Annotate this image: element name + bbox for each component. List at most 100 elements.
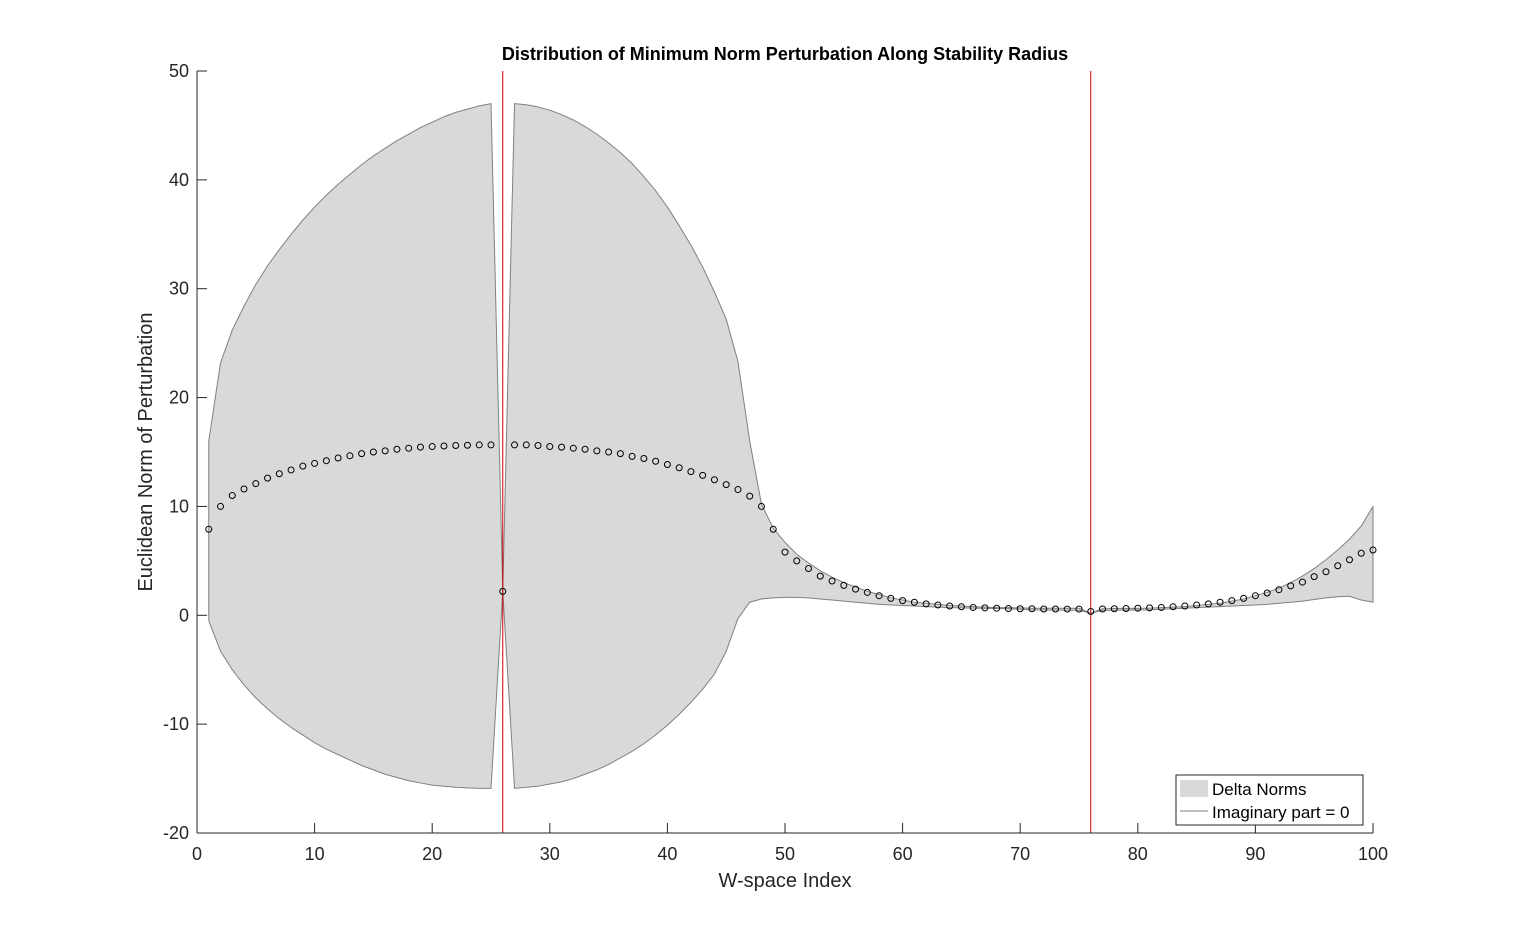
data-point-0-12 (346, 452, 354, 460)
data-point-0-84 (1193, 601, 1201, 609)
y-tick-label-4: 20 (169, 388, 189, 408)
data-point-0-11 (334, 454, 342, 462)
data-point-0-85 (1204, 600, 1212, 608)
data-point-0-77 (1110, 605, 1118, 613)
legend-label-imaginary-part: Imaginary part = 0 (1212, 803, 1350, 822)
data-point-0-81 (1157, 603, 1165, 611)
y-tick-label-6: 40 (169, 170, 189, 190)
data-point-0-97 (1345, 556, 1353, 564)
data-point-0-68 (1004, 605, 1012, 613)
data-point-0-66 (981, 604, 989, 612)
data-point-0-26 (511, 441, 519, 449)
data-point-0-2 (228, 492, 236, 500)
data-point-0-47 (757, 502, 765, 510)
data-point-0-69 (1016, 605, 1024, 613)
data-point-0-17 (405, 444, 413, 452)
data-point-0-76 (1099, 605, 1107, 613)
data-point-0-90 (1263, 589, 1271, 597)
data-point-0-13 (358, 450, 366, 458)
data-point-0-71 (1040, 605, 1048, 613)
data-point-0-24 (487, 441, 495, 449)
data-point-0-20 (440, 442, 448, 450)
data-point-0-41 (687, 468, 695, 476)
data-point-0-46 (746, 492, 754, 500)
data-point-0-18 (416, 443, 424, 451)
data-point-0-83 (1181, 602, 1189, 610)
y-ticks: -20 -10 0 10 20 30 40 50 (163, 61, 207, 843)
data-point-0-88 (1240, 594, 1248, 602)
data-point-0-96 (1334, 562, 1342, 570)
data-point-0-39 (663, 461, 671, 469)
data-point-0-0 (205, 525, 213, 533)
data-point-0-59 (899, 597, 907, 605)
x-tick-label-10: 100 (1358, 844, 1388, 864)
data-point-0-5 (264, 474, 272, 482)
data-point-0-49 (781, 548, 789, 556)
data-point-0-3 (240, 485, 248, 493)
data-point-0-78 (1122, 605, 1130, 613)
data-point-0-23 (475, 441, 483, 449)
data-point-0-48 (769, 525, 777, 533)
data-point-0-6 (275, 470, 283, 478)
y-tick-label-5: 30 (169, 279, 189, 299)
data-point-0-82 (1169, 603, 1177, 611)
data-point-0-87 (1228, 597, 1236, 605)
data-point-0-10 (322, 457, 330, 465)
data-point-0-53 (828, 577, 836, 585)
data-point-0-16 (393, 445, 401, 453)
y-tick-label-7: 50 (169, 61, 189, 81)
data-point-0-64 (957, 603, 965, 611)
y-tick-label-0: -20 (163, 823, 189, 843)
y-tick-label-2: 0 (179, 605, 189, 625)
data-point-0-58 (887, 594, 895, 602)
data-point-0-60 (910, 598, 918, 606)
data-point-0-21 (452, 441, 460, 449)
data-point-0-61 (922, 600, 930, 608)
delta-norm-bands (208, 103, 1374, 789)
data-point-0-29 (546, 443, 554, 451)
data-point-0-67 (993, 604, 1001, 612)
data-point-0-43 (710, 476, 718, 484)
data-point-0-75 (1087, 607, 1095, 615)
data-point-0-73 (1063, 605, 1071, 613)
x-tick-label-7: 70 (1010, 844, 1030, 864)
data-point-0-95 (1322, 568, 1330, 576)
data-point-0-55 (852, 585, 860, 593)
x-axis-label: W-space Index (718, 870, 851, 892)
data-point-0-56 (863, 588, 871, 596)
y-tick-label-3: 10 (169, 496, 189, 516)
data-point-0-30 (558, 443, 566, 451)
data-point-0-4 (252, 480, 260, 488)
data-point-0-57 (875, 592, 883, 600)
data-point-0-93 (1298, 578, 1306, 586)
data-point-0-51 (805, 564, 813, 572)
data-point-0-70 (1028, 605, 1036, 613)
x-tick-label-3: 30 (540, 844, 560, 864)
imaginary-zero-lines (502, 71, 1092, 833)
data-point-0-44 (722, 481, 730, 489)
data-point-0-14 (369, 448, 377, 456)
x-tick-label-9: 90 (1245, 844, 1265, 864)
data-point-0-19 (428, 443, 436, 451)
data-point-0-54 (840, 581, 848, 589)
legend-swatch-delta-norms (1180, 780, 1208, 797)
data-point-0-42 (699, 471, 707, 479)
data-point-0-25 (499, 587, 507, 595)
legend: Delta Norms Imaginary part = 0 (1175, 774, 1364, 826)
data-point-0-37 (640, 455, 648, 463)
x-tick-label-5: 50 (775, 844, 795, 864)
x-ticks: 0 10 20 30 40 50 60 70 80 90 100 (192, 823, 1388, 864)
x-tick-label-4: 40 (657, 844, 677, 864)
data-point-0-8 (299, 462, 307, 470)
x-tick-label-2: 20 (422, 844, 442, 864)
y-axis-label: Euclidean Norm of Perturbation (135, 312, 157, 591)
x-tick-label-1: 10 (305, 844, 325, 864)
data-point-0-79 (1134, 604, 1142, 612)
data-point-0-63 (946, 602, 954, 610)
data-point-0-72 (1051, 605, 1059, 613)
data-point-0-9 (311, 459, 319, 467)
data-point-0-34 (605, 448, 613, 456)
data-point-0-15 (381, 447, 389, 455)
